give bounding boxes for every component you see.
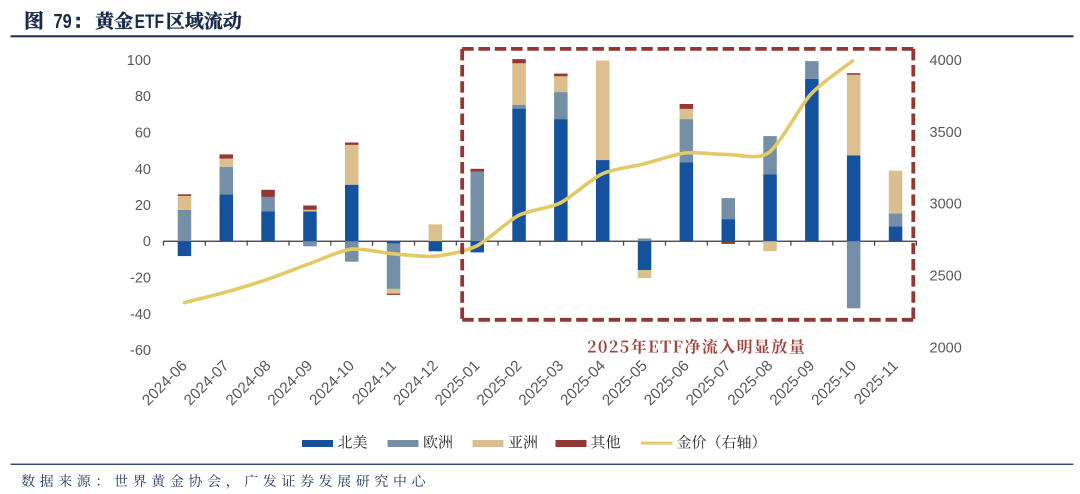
svg-text:-60: -60 — [130, 343, 151, 359]
svg-text:2500: 2500 — [930, 269, 962, 285]
svg-text:2000: 2000 — [930, 340, 962, 356]
svg-text:20: 20 — [135, 198, 151, 214]
svg-text:40: 40 — [135, 162, 151, 178]
svg-text:-20: -20 — [130, 271, 151, 287]
svg-text:60: 60 — [135, 126, 151, 142]
svg-text:100: 100 — [127, 53, 151, 69]
svg-text:0: 0 — [143, 234, 151, 250]
svg-text:4000: 4000 — [930, 53, 962, 69]
svg-text:80: 80 — [135, 89, 151, 105]
svg-text:3500: 3500 — [930, 125, 962, 141]
svg-text:79: 79 — [54, 9, 72, 32]
svg-text:ETF: ETF — [135, 11, 164, 33]
svg-text:3000: 3000 — [930, 197, 962, 213]
svg-text:-40: -40 — [130, 307, 151, 323]
